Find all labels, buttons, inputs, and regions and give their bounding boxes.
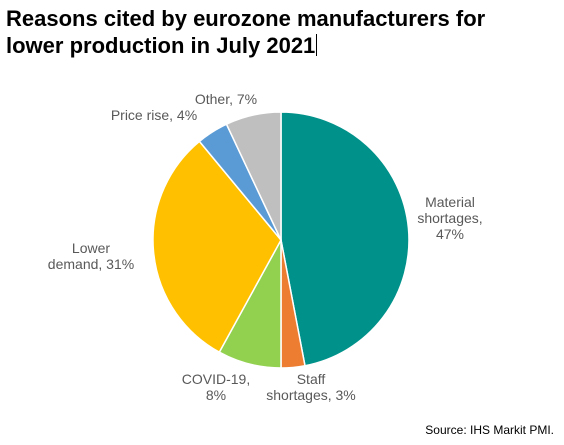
pie-label-staff-shortages: Staff shortages, 3% — [266, 371, 356, 403]
pie-label-other: Other, 7% — [195, 91, 257, 107]
chart-title-line-2: lower production in July 2021 — [6, 32, 546, 59]
pie-slice-lower-demand — [152, 140, 282, 353]
pie-label-line: demand, 31% — [48, 256, 134, 272]
chart-title-line-2-text: lower production in July 2021 — [6, 33, 316, 58]
chart-title-line-1: Reasons cited by eurozone manufacturers … — [6, 6, 486, 31]
pie-label-material-shortages: Material shortages, 47% — [417, 194, 482, 242]
pie-label-line: shortages, 3% — [266, 387, 356, 403]
pie-label-line: Staff — [297, 371, 326, 387]
pie-slice-other — [225, 111, 282, 241]
chart-title: Reasons cited by eurozone manufacturers … — [6, 5, 546, 59]
pie-label-line: Other, 7% — [195, 91, 257, 107]
pie-labels: Material shortages, 47% Staff shortages, 3% C… — [48, 91, 483, 403]
pie-label-line: shortages, — [417, 210, 482, 226]
pie-label-line: Price rise, 4% — [111, 107, 197, 123]
pie-slice-material-shortages — [280, 111, 410, 367]
pie-slices — [152, 111, 410, 369]
text-cursor — [316, 34, 318, 56]
pie-label-line: COVID-19, — [182, 371, 250, 387]
source-note: Source: IHS Markit PMI. — [425, 423, 554, 437]
pie-label-covid-19: COVID-19, 8% — [182, 371, 250, 403]
pie-label-price-rise: Price rise, 4% — [111, 107, 197, 123]
pie-label-line: Material — [425, 194, 475, 210]
pie-label-line: 47% — [436, 226, 464, 242]
pie-label-lower-demand: Lower demand, 31% — [48, 240, 134, 272]
pie-label-line: Lower — [72, 240, 110, 256]
pie-label-line: 8% — [206, 387, 226, 403]
